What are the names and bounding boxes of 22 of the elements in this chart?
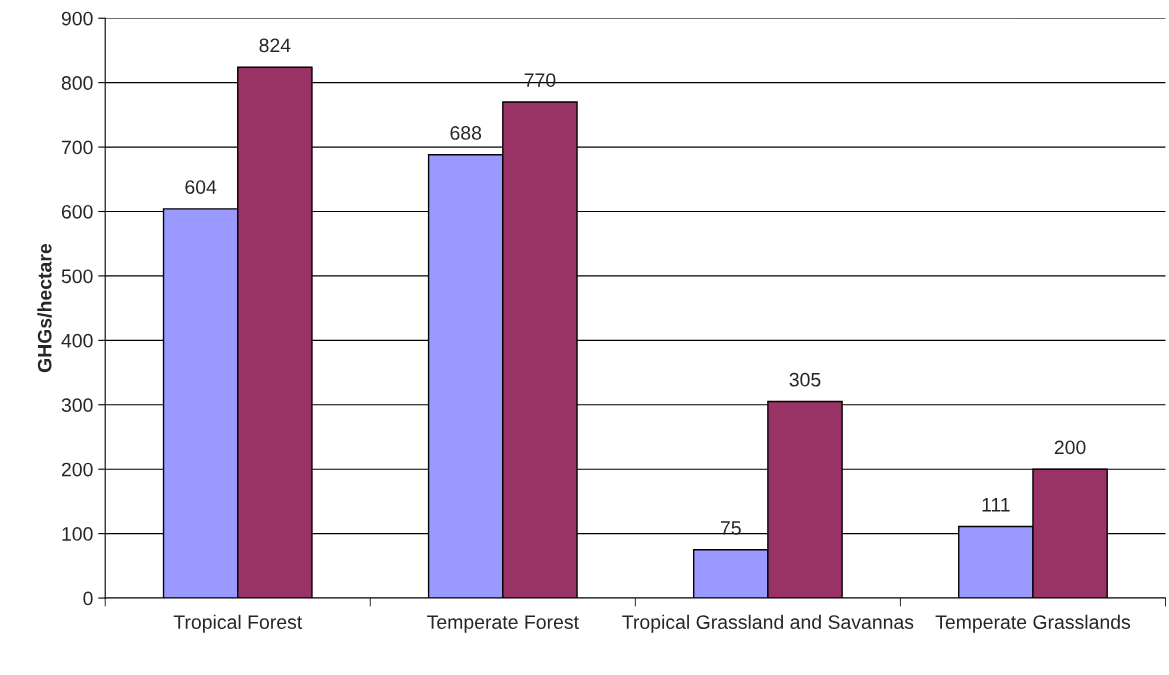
y-tick-label: 200 (61, 462, 93, 477)
data-label: 604 (185, 180, 217, 194)
y-tick-label: 600 (61, 204, 93, 219)
x-tick-label: Tropical Grassland and Savannas (622, 614, 914, 633)
x-tick-label: Temperate Grasslands (935, 614, 1131, 633)
data-label: 200 (1054, 440, 1086, 455)
y-tick-label: 800 (61, 76, 93, 90)
data-label: 305 (789, 372, 821, 387)
x-tick-label: Temperate Forest (427, 615, 579, 633)
data-label: 75 (720, 521, 741, 535)
y-tick-label: 700 (61, 140, 93, 155)
y-tick-label: 100 (62, 527, 93, 541)
y-tick-label: 0 (83, 591, 93, 606)
data-label: 111 (982, 498, 1010, 512)
y-tick-label: 500 (61, 269, 93, 284)
y-tick-label: 300 (61, 398, 93, 413)
y-tick-label: 400 (61, 333, 93, 348)
data-label: 824 (259, 38, 291, 53)
y-axis-title: GHGs/hectare (37, 243, 52, 373)
y-tick-label: 900 (61, 11, 93, 26)
data-label: 688 (450, 126, 482, 140)
x-tick-label: Tropical Forest (173, 614, 303, 633)
